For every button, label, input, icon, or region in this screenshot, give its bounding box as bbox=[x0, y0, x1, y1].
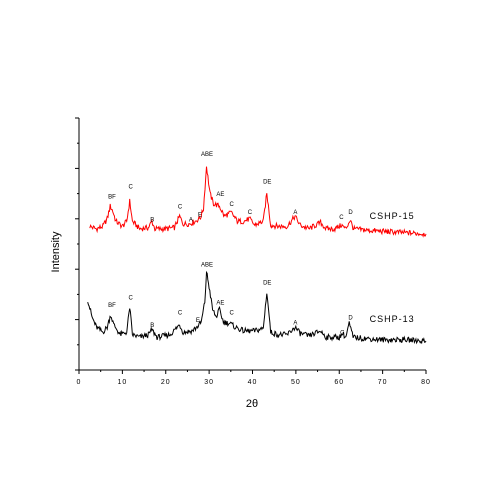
x-axis-title: 2θ bbox=[246, 398, 258, 410]
peak-label: C bbox=[128, 295, 133, 301]
peak-label: ABE bbox=[201, 152, 213, 158]
x-tick-label: 70 bbox=[378, 379, 388, 386]
peak-label: DE bbox=[263, 180, 271, 186]
series-layer bbox=[87, 166, 427, 345]
x-tick-label: 60 bbox=[334, 379, 344, 386]
peak-label: BF bbox=[108, 303, 116, 309]
series-label: CSHP-15 bbox=[370, 211, 415, 221]
peak-label: A bbox=[189, 217, 193, 223]
peak-label: A bbox=[293, 321, 297, 327]
peak-label: C bbox=[230, 311, 235, 317]
peak-label: C bbox=[178, 205, 183, 211]
peak-label: AE bbox=[216, 300, 224, 306]
peak-label: BF bbox=[108, 195, 116, 201]
x-tick-label: 50 bbox=[291, 379, 301, 386]
axes: 0 10 20 30 40 50 60 70 80 bbox=[75, 117, 431, 386]
peak-label: C bbox=[230, 202, 235, 208]
x-tick-label: 10 bbox=[117, 379, 127, 386]
peak-label: C bbox=[340, 331, 345, 337]
series-line-cshp-15 bbox=[89, 166, 427, 238]
peak-label: B bbox=[150, 323, 154, 329]
peak-label: E bbox=[196, 318, 200, 324]
peak-label: C bbox=[178, 311, 183, 317]
series-line-cshp-13 bbox=[87, 270, 427, 345]
labels-layer: CSHP-15CSHP-13BFCBCAEABEAECCDEACDBFCBCEA… bbox=[108, 152, 415, 337]
x-tick-label: 0 bbox=[77, 379, 82, 386]
peak-label: AE bbox=[216, 192, 224, 198]
x-tick-label: 20 bbox=[161, 379, 171, 386]
peak-label: ABE bbox=[201, 263, 213, 269]
peak-label: D bbox=[348, 210, 353, 216]
peak-label: C bbox=[339, 215, 344, 221]
peak-label: A bbox=[293, 210, 297, 216]
peak-label: B bbox=[150, 217, 154, 223]
x-tick-label: 30 bbox=[204, 379, 214, 386]
peak-label: DE bbox=[263, 280, 271, 286]
peak-label: C bbox=[248, 210, 253, 216]
series-label: CSHP-13 bbox=[370, 314, 415, 324]
x-tick-label: 40 bbox=[248, 379, 258, 386]
peak-label: C bbox=[128, 185, 133, 191]
x-tick-label: 80 bbox=[421, 379, 431, 386]
peak-label: D bbox=[348, 316, 353, 322]
peak-label: E bbox=[198, 212, 202, 218]
y-axis-title: Intensity bbox=[50, 231, 62, 272]
